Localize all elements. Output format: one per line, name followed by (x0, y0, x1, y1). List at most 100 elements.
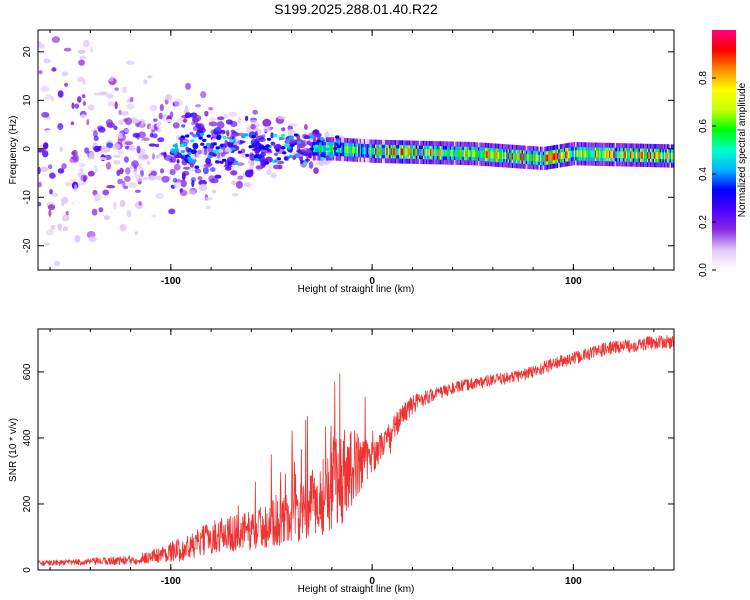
spectrogram-core-cell (437, 149, 439, 157)
spectrogram-blob (112, 154, 122, 158)
spectrogram-blob (225, 119, 233, 125)
spectrogram-core-cell (663, 152, 666, 160)
spectrogram-blob (136, 92, 140, 96)
spectrogram-blob (87, 170, 95, 177)
spectrogram-core-cell (349, 146, 352, 154)
spectrogram-peak (206, 134, 211, 138)
spectrogram-core-cell (532, 154, 535, 162)
spectrogram-peak (192, 159, 197, 163)
spectrogram-core-cell (469, 150, 471, 157)
spectrogram-core-cell (662, 152, 664, 160)
spectrogram-peak (253, 155, 259, 159)
spectrogram-core-cell (404, 148, 406, 156)
spectrogram-core-cell (517, 153, 519, 161)
spectrogram-core-cell (370, 147, 373, 155)
spectrogram-core-cell (496, 151, 498, 159)
spectrogram-blob (152, 133, 158, 139)
spectrogram-blob (129, 96, 134, 103)
spectrogram-blob (179, 189, 188, 197)
spectrogram-blob (57, 168, 65, 174)
spectrogram-core-cell (638, 151, 640, 159)
spectrogram-blob (176, 117, 184, 123)
spectrogram-blob (49, 174, 57, 178)
spectrogram-blob (70, 121, 75, 126)
spectrogram-core-cell (411, 148, 414, 156)
spectrogram-blob (71, 151, 76, 156)
spectrogram-blob (192, 142, 199, 150)
spectrogram-blob (57, 123, 64, 130)
spectrogram-core-cell (369, 147, 371, 155)
spectrogram-blob (274, 152, 278, 156)
spectrogram-blob (61, 214, 70, 222)
spectrogram-core-cell (516, 153, 518, 160)
spectrogram-core-cell (403, 148, 405, 156)
spectrogram-core-cell (455, 149, 457, 157)
spectrogram-blob (81, 199, 86, 205)
spectrogram-core-cell (642, 151, 645, 159)
spectrogram-peak (288, 154, 294, 158)
spectrogram-core-cell (444, 149, 446, 157)
spectrogram-blob (78, 162, 86, 168)
spectrogram-core-cell (397, 148, 399, 156)
spectrogram-core-cell (423, 149, 425, 156)
spectrogram-core-cell (385, 148, 387, 155)
spectrogram-core-cell (609, 151, 611, 158)
spectrogram-core-cell (506, 152, 508, 160)
spectrogram-blob (81, 94, 86, 99)
spectrogram-blob (102, 147, 111, 153)
spectrogram-peak (203, 145, 208, 149)
spectrogram-core-cell (323, 145, 325, 153)
spectrogram-blob (208, 106, 214, 111)
spectrogram-core-cell (463, 150, 466, 157)
spectrogram-core-cell (480, 150, 483, 158)
spectrogram-core-cell (545, 154, 547, 162)
spectrogram-blob (64, 181, 72, 187)
spectrogram-blob (208, 121, 218, 127)
spectrogram-blob (73, 154, 80, 163)
spectrogram-blob (129, 165, 133, 169)
spectrogram-blob (324, 131, 330, 138)
spectrogram-core-cell (540, 154, 542, 162)
spectrogram-blob (180, 156, 184, 160)
spectrogram-blob (74, 184, 78, 193)
spectrogram-blob (184, 112, 192, 119)
spectrogram-peak (283, 157, 289, 161)
spectrogram-blob (172, 122, 180, 129)
spectrogram-blob (305, 153, 313, 159)
spectrogram-core-cell (504, 152, 506, 160)
colorbar-tick-label: 0.0 (698, 263, 709, 277)
spectrogram-blob (205, 205, 212, 210)
spectrogram-blob (204, 110, 209, 117)
spectrogram-blob (163, 154, 173, 161)
spectrogram-blob (123, 156, 129, 163)
spectrogram-core-cell (592, 150, 594, 158)
spectrogram-core-cell (451, 149, 453, 157)
spectrogram-core-cell (361, 147, 363, 154)
spectrogram-blob (79, 114, 88, 122)
spectrogram-blob (43, 58, 51, 64)
spectrogram-core-cell (379, 148, 381, 155)
x-tick-label: -100 (161, 276, 181, 287)
x-tick-label: 100 (565, 276, 582, 287)
spectrogram-blob (230, 129, 236, 134)
spectrogram-core-cell (538, 154, 540, 162)
spectrogram-core-cell (324, 145, 326, 153)
spectrogram-core-cell (394, 148, 397, 156)
spectrogram-blob (46, 229, 54, 236)
spectrogram-core-cell (431, 149, 433, 156)
spectrogram-core-cell (503, 152, 505, 160)
spectrogram-blob (93, 193, 102, 202)
spectrogram-blob (210, 167, 216, 172)
spectrogram-blob (211, 138, 216, 143)
spectrogram-core-cell (620, 151, 622, 159)
spectrogram-peak (222, 135, 227, 140)
spectrogram-blob (154, 200, 159, 205)
spectrogram-blob (203, 163, 212, 168)
spectrogram-blob (231, 192, 240, 197)
spectrogram-blob (185, 82, 191, 90)
spectrogram-blob (230, 170, 238, 176)
spectrogram-peak (183, 142, 188, 146)
spectrogram-blob (273, 144, 279, 149)
spectrogram-core-cell (359, 147, 361, 154)
